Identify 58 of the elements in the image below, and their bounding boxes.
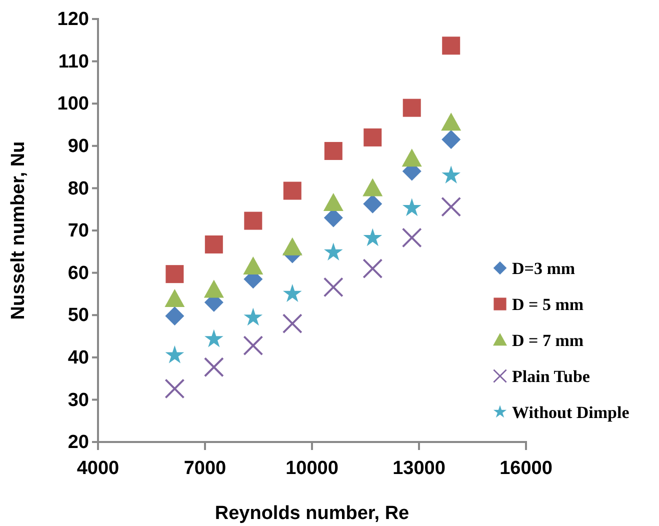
- point: [362, 178, 383, 196]
- y-tick-label: 120: [57, 9, 89, 30]
- point: [282, 284, 302, 302]
- point: [244, 308, 263, 326]
- point: [402, 98, 421, 117]
- point: [364, 128, 382, 146]
- point: [204, 329, 224, 348]
- x-tick-label: 4000: [76, 458, 120, 479]
- point: [244, 212, 262, 230]
- x-tick-label: 13000: [392, 458, 446, 479]
- legend-label: D = 7 mm: [512, 331, 584, 350]
- point: [243, 256, 264, 274]
- point: [363, 194, 382, 214]
- point: [282, 314, 302, 334]
- point: [324, 142, 342, 160]
- point: [442, 166, 461, 184]
- point: [164, 289, 185, 308]
- point: [283, 182, 302, 200]
- point: [282, 237, 302, 256]
- point: [402, 198, 422, 216]
- point: [204, 357, 224, 378]
- legend-label: D = 5 mm: [512, 295, 584, 314]
- point: [204, 280, 224, 298]
- point: [243, 336, 264, 356]
- point: [442, 130, 461, 150]
- y-tick-label: 30: [68, 390, 89, 411]
- point: [362, 258, 383, 279]
- y-tick-label: 40: [68, 347, 89, 368]
- legend-label: D=3 mm: [512, 259, 576, 278]
- x-tick-label: 16000: [500, 458, 552, 479]
- y-tick-label: 60: [68, 262, 89, 284]
- point: [441, 112, 462, 131]
- point: [166, 265, 184, 284]
- point: [441, 196, 462, 217]
- point: [442, 36, 460, 55]
- point: [402, 148, 422, 167]
- point: [324, 242, 343, 261]
- point: [402, 228, 422, 248]
- point: [363, 228, 382, 246]
- y-tick-label: 50: [68, 305, 89, 326]
- y-tick-label: 90: [68, 136, 89, 157]
- y-tick-label: 70: [68, 220, 89, 242]
- legend-label: Without Dimple: [512, 403, 630, 422]
- y-axis-title: Nusselt number, Nu: [8, 141, 29, 320]
- x-tick-label: 10000: [286, 458, 338, 479]
- y-tick-label: 100: [57, 94, 89, 115]
- x-axis-title: Reynolds number, Re: [214, 503, 410, 524]
- y-tick-label: 20: [68, 432, 89, 454]
- y-tick-label: 110: [58, 51, 89, 72]
- y-tick-label: 80: [68, 178, 89, 200]
- point: [323, 193, 344, 212]
- x-tick-label: 7000: [184, 458, 226, 479]
- point: [165, 345, 184, 364]
- point: [164, 378, 185, 399]
- point: [165, 306, 184, 326]
- point: [323, 277, 344, 298]
- point: [204, 235, 223, 254]
- legend-label: Plain Tube: [512, 367, 590, 386]
